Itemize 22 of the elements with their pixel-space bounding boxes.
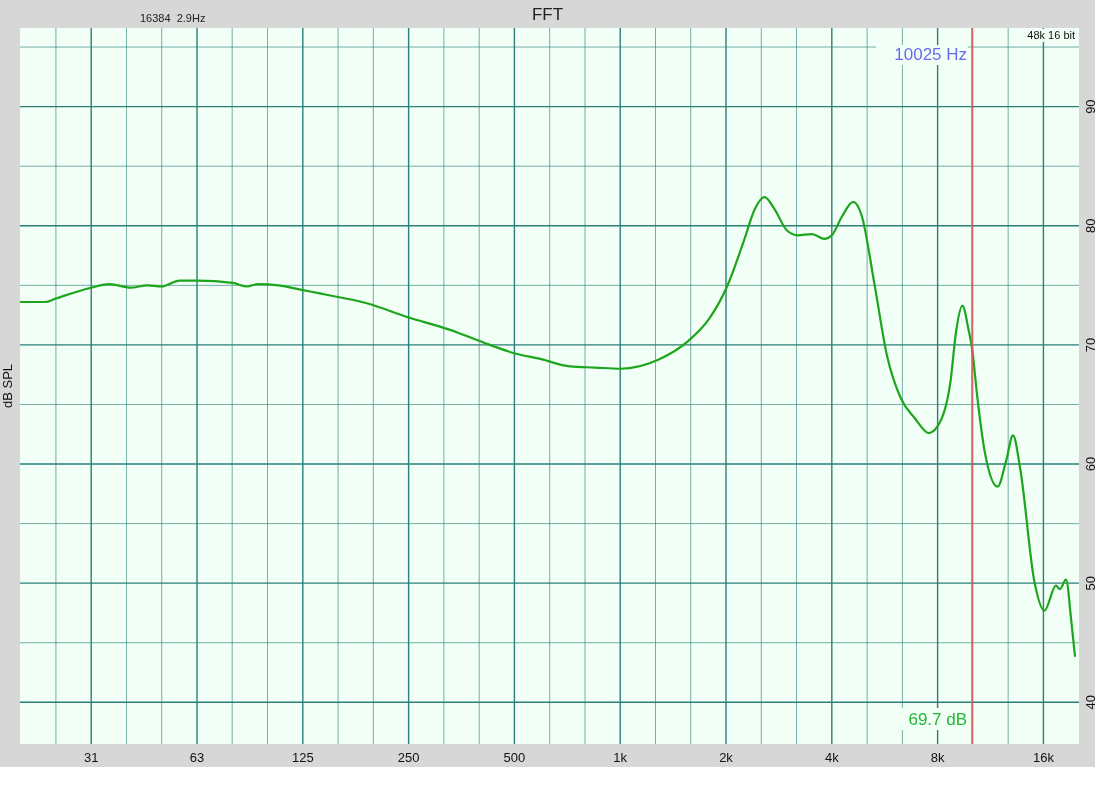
x-tick-label: 500 <box>503 750 526 765</box>
x-tick-label: 125 <box>291 750 314 765</box>
y-tick-label: 50 <box>1082 575 1095 591</box>
x-tick-label: 4k <box>824 750 840 765</box>
y-tick-label: 80 <box>1082 218 1095 233</box>
x-tick-label: 16k <box>1032 750 1055 765</box>
x-tick-label: 1k <box>613 750 628 765</box>
ref-line-label: 10025 Hz <box>894 45 968 64</box>
chart-title: FFT <box>531 5 564 24</box>
annotation: 48k 16 bit <box>1027 29 1075 41</box>
text: 16384 2.9Hz <box>140 12 206 24</box>
y-tick-label: 70 <box>1082 337 1095 353</box>
x-tick-label: 63 <box>189 750 205 765</box>
y-tick-label: 90 <box>1082 99 1095 114</box>
x-tick-label: 250 <box>397 750 420 765</box>
y-tick-label: 60 <box>1082 456 1095 472</box>
x-tick-label: 2k <box>719 750 734 765</box>
y-axis-title: dB SPL <box>0 363 15 409</box>
x-tick-label: 8k <box>930 750 945 765</box>
annotation: 69.7 dB <box>908 710 968 729</box>
y-tick-label: 40 <box>1082 695 1095 710</box>
x-tick-label: 31 <box>83 750 99 765</box>
